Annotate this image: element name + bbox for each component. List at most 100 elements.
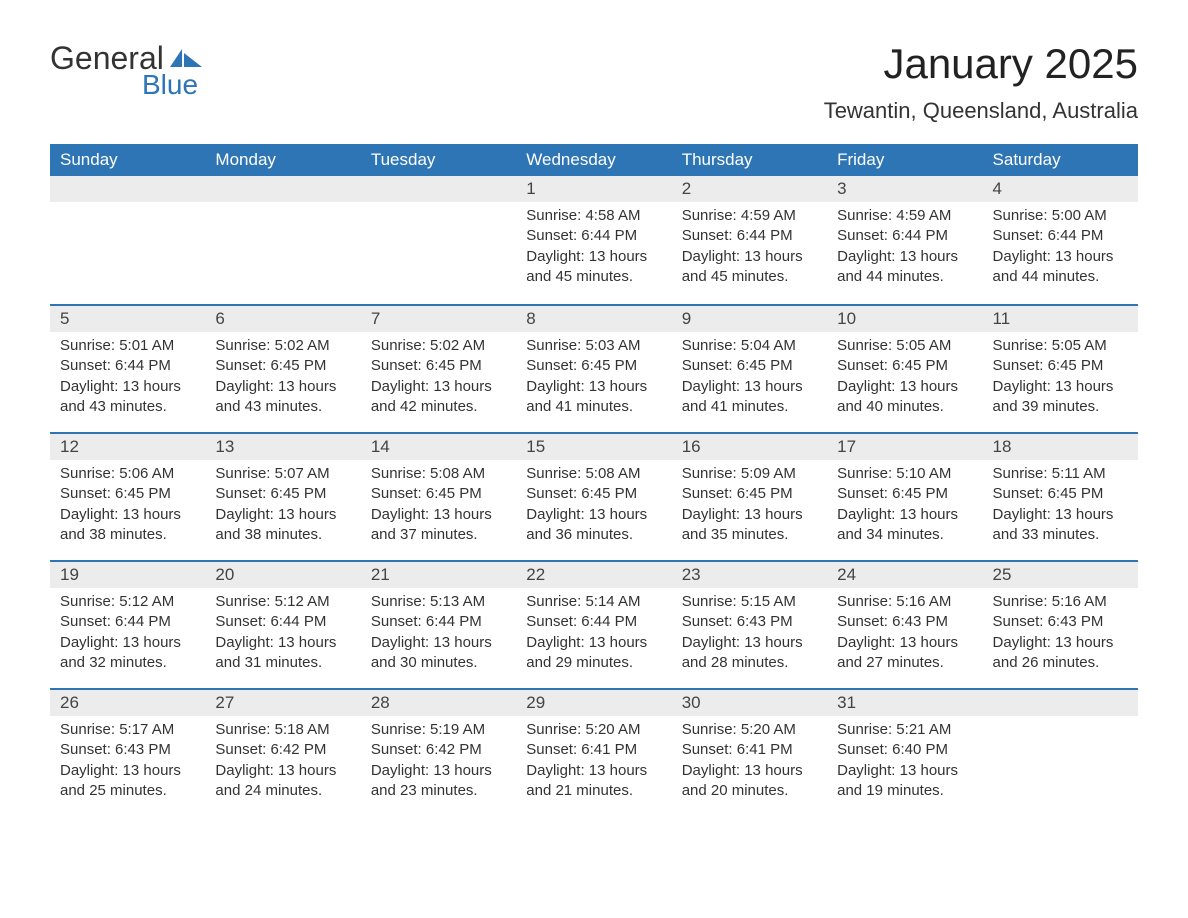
calendar-empty-cell xyxy=(205,176,360,304)
daylight2-text: and 41 minutes. xyxy=(682,397,817,417)
sunrise-text: Sunrise: 5:08 AM xyxy=(371,464,506,484)
day-number: 25 xyxy=(983,560,1138,588)
calendar-day-cell: 19Sunrise: 5:12 AMSunset: 6:44 PMDayligh… xyxy=(50,560,205,688)
brand-flag-icon xyxy=(168,47,204,71)
day-details: Sunrise: 5:06 AMSunset: 6:45 PMDaylight:… xyxy=(50,460,205,553)
sunrise-text: Sunrise: 5:18 AM xyxy=(215,720,350,740)
calendar-day-cell: 29Sunrise: 5:20 AMSunset: 6:41 PMDayligh… xyxy=(516,688,671,816)
sunrise-text: Sunrise: 5:01 AM xyxy=(60,336,195,356)
sunrise-text: Sunrise: 5:06 AM xyxy=(60,464,195,484)
calendar-day-cell: 10Sunrise: 5:05 AMSunset: 6:45 PMDayligh… xyxy=(827,304,982,432)
sunset-text: Sunset: 6:45 PM xyxy=(682,356,817,376)
day-number: 20 xyxy=(205,560,360,588)
calendar-week-row: 5Sunrise: 5:01 AMSunset: 6:44 PMDaylight… xyxy=(50,304,1138,432)
day-number-bar xyxy=(983,688,1138,716)
calendar-day-cell: 16Sunrise: 5:09 AMSunset: 6:45 PMDayligh… xyxy=(672,432,827,560)
day-number: 26 xyxy=(50,688,205,716)
daylight1-text: Daylight: 13 hours xyxy=(682,247,817,267)
daylight2-text: and 38 minutes. xyxy=(60,525,195,545)
daylight1-text: Daylight: 13 hours xyxy=(526,377,661,397)
sunset-text: Sunset: 6:45 PM xyxy=(215,484,350,504)
calendar-day-cell: 17Sunrise: 5:10 AMSunset: 6:45 PMDayligh… xyxy=(827,432,982,560)
sunrise-text: Sunrise: 5:00 AM xyxy=(993,206,1128,226)
daylight1-text: Daylight: 13 hours xyxy=(837,761,972,781)
calendar-day-cell: 2Sunrise: 4:59 AMSunset: 6:44 PMDaylight… xyxy=(672,176,827,304)
sunrise-text: Sunrise: 5:12 AM xyxy=(60,592,195,612)
day-number: 21 xyxy=(361,560,516,588)
day-details: Sunrise: 5:00 AMSunset: 6:44 PMDaylight:… xyxy=(983,202,1138,295)
sunset-text: Sunset: 6:45 PM xyxy=(526,356,661,376)
calendar-day-cell: 22Sunrise: 5:14 AMSunset: 6:44 PMDayligh… xyxy=(516,560,671,688)
sunrise-text: Sunrise: 5:05 AM xyxy=(993,336,1128,356)
day-details: Sunrise: 5:12 AMSunset: 6:44 PMDaylight:… xyxy=(205,588,360,681)
daylight1-text: Daylight: 13 hours xyxy=(371,633,506,653)
day-details: Sunrise: 5:20 AMSunset: 6:41 PMDaylight:… xyxy=(516,716,671,809)
month-title: January 2025 xyxy=(824,40,1138,88)
day-number-bar xyxy=(205,176,360,202)
daylight2-text: and 44 minutes. xyxy=(837,267,972,287)
daylight1-text: Daylight: 13 hours xyxy=(215,761,350,781)
daylight1-text: Daylight: 13 hours xyxy=(682,505,817,525)
calendar-day-cell: 12Sunrise: 5:06 AMSunset: 6:45 PMDayligh… xyxy=(50,432,205,560)
brand-blue-text: Blue xyxy=(142,69,198,101)
day-number: 6 xyxy=(205,304,360,332)
day-number: 9 xyxy=(672,304,827,332)
day-details: Sunrise: 5:05 AMSunset: 6:45 PMDaylight:… xyxy=(827,332,982,425)
calendar-day-cell: 25Sunrise: 5:16 AMSunset: 6:43 PMDayligh… xyxy=(983,560,1138,688)
daylight2-text: and 25 minutes. xyxy=(60,781,195,801)
calendar-day-cell: 21Sunrise: 5:13 AMSunset: 6:44 PMDayligh… xyxy=(361,560,516,688)
day-details: Sunrise: 5:20 AMSunset: 6:41 PMDaylight:… xyxy=(672,716,827,809)
sunset-text: Sunset: 6:43 PM xyxy=(837,612,972,632)
day-number: 3 xyxy=(827,176,982,202)
daylight2-text: and 30 minutes. xyxy=(371,653,506,673)
calendar-day-cell: 8Sunrise: 5:03 AMSunset: 6:45 PMDaylight… xyxy=(516,304,671,432)
daylight1-text: Daylight: 13 hours xyxy=(526,247,661,267)
day-number: 4 xyxy=(983,176,1138,202)
calendar-day-cell: 31Sunrise: 5:21 AMSunset: 6:40 PMDayligh… xyxy=(827,688,982,816)
calendar-day-cell: 27Sunrise: 5:18 AMSunset: 6:42 PMDayligh… xyxy=(205,688,360,816)
sunset-text: Sunset: 6:44 PM xyxy=(60,612,195,632)
daylight2-text: and 39 minutes. xyxy=(993,397,1128,417)
daylight1-text: Daylight: 13 hours xyxy=(682,761,817,781)
daylight1-text: Daylight: 13 hours xyxy=(682,633,817,653)
sunset-text: Sunset: 6:41 PM xyxy=(682,740,817,760)
daylight2-text: and 35 minutes. xyxy=(682,525,817,545)
day-number: 23 xyxy=(672,560,827,588)
daylight1-text: Daylight: 13 hours xyxy=(993,505,1128,525)
sunset-text: Sunset: 6:44 PM xyxy=(837,226,972,246)
sunset-text: Sunset: 6:44 PM xyxy=(526,226,661,246)
sunrise-text: Sunrise: 5:05 AM xyxy=(837,336,972,356)
sunrise-text: Sunrise: 5:21 AM xyxy=(837,720,972,740)
daylight2-text: and 43 minutes. xyxy=(215,397,350,417)
day-number: 5 xyxy=(50,304,205,332)
day-details: Sunrise: 5:09 AMSunset: 6:45 PMDaylight:… xyxy=(672,460,827,553)
daylight2-text: and 41 minutes. xyxy=(526,397,661,417)
daylight1-text: Daylight: 13 hours xyxy=(993,377,1128,397)
sunset-text: Sunset: 6:44 PM xyxy=(371,612,506,632)
calendar-empty-cell xyxy=(983,688,1138,816)
sunrise-text: Sunrise: 5:04 AM xyxy=(682,336,817,356)
daylight2-text: and 27 minutes. xyxy=(837,653,972,673)
daylight1-text: Daylight: 13 hours xyxy=(526,505,661,525)
day-details: Sunrise: 5:18 AMSunset: 6:42 PMDaylight:… xyxy=(205,716,360,809)
day-number: 12 xyxy=(50,432,205,460)
day-details: Sunrise: 5:02 AMSunset: 6:45 PMDaylight:… xyxy=(361,332,516,425)
daylight2-text: and 29 minutes. xyxy=(526,653,661,673)
calendar-day-cell: 20Sunrise: 5:12 AMSunset: 6:44 PMDayligh… xyxy=(205,560,360,688)
daylight2-text: and 19 minutes. xyxy=(837,781,972,801)
day-details: Sunrise: 5:13 AMSunset: 6:44 PMDaylight:… xyxy=(361,588,516,681)
day-details: Sunrise: 5:04 AMSunset: 6:45 PMDaylight:… xyxy=(672,332,827,425)
day-details: Sunrise: 5:01 AMSunset: 6:44 PMDaylight:… xyxy=(50,332,205,425)
daylight1-text: Daylight: 13 hours xyxy=(60,761,195,781)
day-details: Sunrise: 5:21 AMSunset: 6:40 PMDaylight:… xyxy=(827,716,982,809)
daylight2-text: and 44 minutes. xyxy=(993,267,1128,287)
daylight1-text: Daylight: 13 hours xyxy=(837,505,972,525)
day-number: 1 xyxy=(516,176,671,202)
sunset-text: Sunset: 6:45 PM xyxy=(371,356,506,376)
daylight2-text: and 33 minutes. xyxy=(993,525,1128,545)
daylight2-text: and 26 minutes. xyxy=(993,653,1128,673)
daylight2-text: and 40 minutes. xyxy=(837,397,972,417)
sunrise-text: Sunrise: 5:16 AM xyxy=(993,592,1128,612)
daylight1-text: Daylight: 13 hours xyxy=(60,505,195,525)
sunset-text: Sunset: 6:42 PM xyxy=(371,740,506,760)
